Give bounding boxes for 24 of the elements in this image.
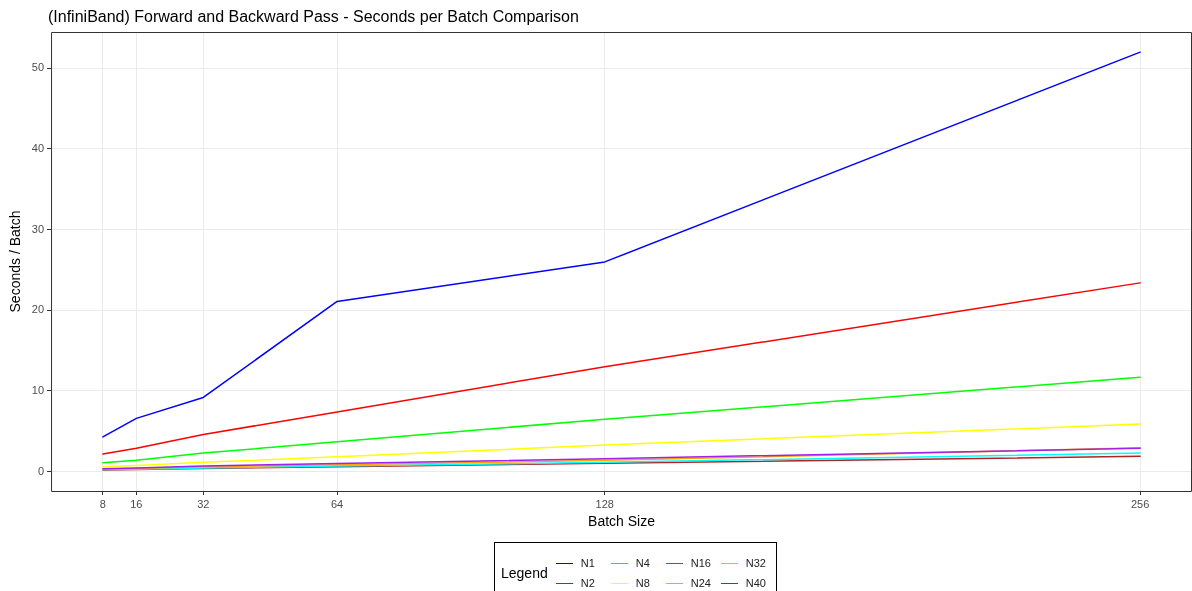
legend-label: N24: [690, 577, 712, 589]
legend-label: N16: [690, 557, 712, 569]
y-axis-title: Seconds / Batch: [7, 210, 24, 313]
y-tick-label: 50: [31, 61, 45, 74]
legend-label: N4: [635, 557, 651, 569]
legend-label: N1: [580, 557, 596, 569]
x-tick-label: 64: [330, 497, 344, 510]
x-axis-title: Batch Size: [588, 513, 656, 530]
x-tick-label: 16: [130, 497, 143, 510]
y-tick-label: 0: [37, 464, 45, 477]
legend-label: N32: [745, 557, 767, 569]
y-tick-label: 10: [31, 384, 45, 396]
chart-title: (InfiniBand) Forward and Backward Pass - Seconds per Batch Comparison: [48, 8, 579, 26]
x-tick-label: 8: [99, 497, 106, 510]
y-tick-label: 30: [31, 222, 45, 235]
x-tick-label: 128: [595, 497, 614, 510]
y-tick-label: 20: [31, 303, 45, 316]
legend-label: N2: [580, 577, 596, 589]
x-tick-label: 32: [197, 497, 210, 510]
y-tick-label: 40: [31, 142, 45, 154]
legend-label: N40: [745, 577, 767, 589]
legend-label: N8: [635, 577, 651, 589]
x-tick-label: 256: [1130, 497, 1150, 510]
legend-title: Legend: [501, 565, 548, 581]
